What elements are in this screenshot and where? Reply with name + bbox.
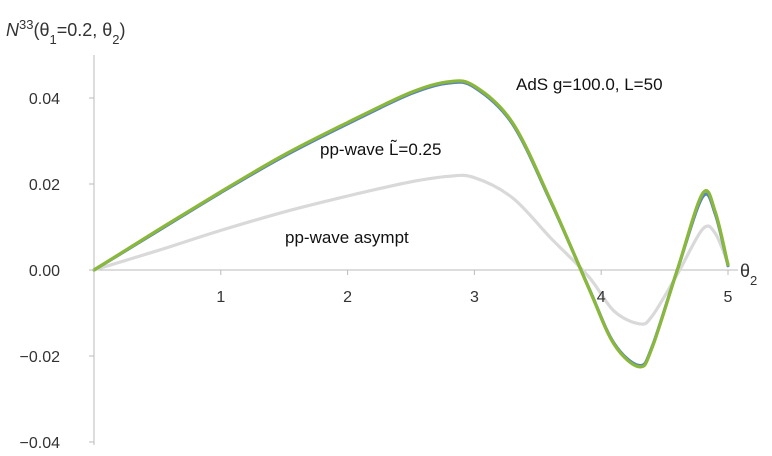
y-tick-label: 0.04 [29,91,60,108]
x-tick-label: 3 [470,289,479,306]
series-line-ppwave [92,79,730,369]
x-tick-label: 5 [724,289,733,306]
label-asympt: pp-wave asympt [285,228,409,247]
y-axis-title: N33(θ1=0.2, θ2) [6,17,126,47]
axes [93,55,738,445]
series-layer [92,79,730,369]
x-tick-label: 4 [597,289,606,306]
ticks-layer: 1 2 3 4 5 0.04 0.02 0.00 −0.02 −0.04 [20,91,733,452]
y-tick-label: 0.00 [29,263,60,280]
series-line-asympt [92,173,730,326]
y-tick-label: 0.02 [29,177,60,194]
x-tick-label: 2 [343,289,352,306]
y-tick-label: −0.02 [20,349,61,366]
x-tick-label: 1 [216,289,225,306]
label-ads: AdS g=100.0, L=50 [516,75,663,94]
label-ppwave: pp-wave L̃=0.25 [320,139,441,159]
y-tick-label: −0.04 [20,435,61,452]
x-axis-title: θ2 [740,261,757,288]
